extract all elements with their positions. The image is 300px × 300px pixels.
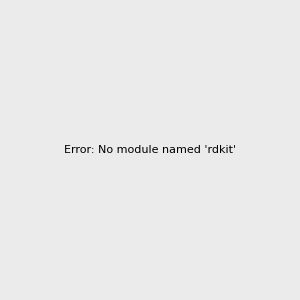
- Text: Error: No module named 'rdkit': Error: No module named 'rdkit': [64, 145, 236, 155]
